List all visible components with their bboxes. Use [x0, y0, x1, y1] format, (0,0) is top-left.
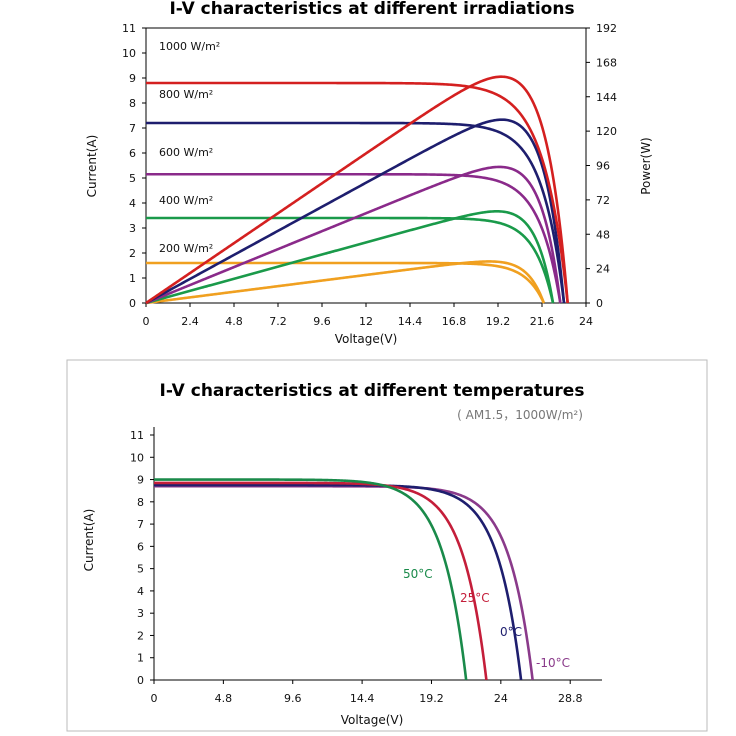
irradiation-iv-curve [146, 172, 562, 304]
irradiation-iv-curve [146, 216, 555, 304]
annotation-600: 600 W/m² [159, 146, 213, 159]
temperature-chart: I-V characteristics at different tempera… [66, 359, 708, 732]
irradiation-x-tick-label: 14.4 [398, 315, 423, 328]
irradiation-y2-tick-label: 0 [596, 297, 603, 310]
annotation-400: 400 W/m² [159, 194, 213, 207]
irradiation-y-tick-label: 10 [122, 47, 136, 60]
irradiation-y-tick-label: 1 [129, 272, 136, 285]
temperature-chart-title: I-V characteristics at different tempera… [160, 381, 585, 401]
irradiation-x-tick-label: 12 [359, 315, 373, 328]
irradiation-y-tick-label: 6 [129, 147, 136, 160]
irradiation-curves [145, 75, 569, 305]
irradiation-ticks: 0 2.4 4.8 7.2 9.6 12 14.4 16.8 19.2 21.6 240123456… [122, 22, 617, 328]
irradiation-power-curve [145, 210, 555, 305]
irradiation-y2-tick-label: 24 [596, 263, 610, 276]
temperature-y-tick-label: 1 [137, 652, 144, 665]
irradiation-x-axis-label: Voltage(V) [335, 332, 398, 346]
temperature-x-tick-label: 14.4 [350, 692, 375, 705]
irradiation-y-tick-label: 8 [129, 97, 136, 110]
irradiation-y2-tick-label: 48 [596, 228, 610, 241]
irradiation-y2-tick-label: 168 [596, 56, 617, 69]
irradiation-y-tick-label: 9 [129, 72, 136, 85]
label-minus10c: -10°C [536, 656, 570, 670]
temperature-iv-curve [153, 481, 488, 681]
irradiation-y-tick-label: 11 [122, 22, 136, 35]
temperature-panel-border [66, 359, 708, 732]
temperature-curves [153, 478, 534, 681]
irradiation-y2-tick-label: 144 [596, 91, 617, 104]
irradiation-y-tick-label: 3 [129, 222, 136, 235]
irradiation-iv-curve [146, 81, 569, 304]
irradiation-power-curve [145, 260, 546, 305]
irradiation-y2-tick-label: 96 [596, 160, 610, 173]
temperature-x-tick-label: 0 [151, 692, 158, 705]
irradiation-power-curve [145, 75, 569, 305]
temperature-y-tick-label: 9 [137, 474, 144, 487]
temperature-iv-curve [153, 478, 468, 681]
irradiation-x-tick-label: 24 [579, 315, 593, 328]
irradiation-x-tick-label: 16.8 [442, 315, 467, 328]
irradiation-y2-tick-label: 72 [596, 194, 610, 207]
temperature-y-tick-label: 11 [130, 429, 144, 442]
temperature-y-tick-label: 10 [130, 451, 144, 464]
irradiation-iv-curve [146, 121, 566, 304]
annotation-200: 200 W/m² [159, 242, 213, 255]
irradiation-y-tick-label: 2 [129, 247, 136, 260]
annotation-800: 800 W/m² [159, 88, 213, 101]
irradiation-y-tick-label: 4 [129, 197, 136, 210]
irradiation-x-tick-label: 21.6 [530, 315, 555, 328]
irradiation-y2-tick-label: 192 [596, 22, 617, 35]
temperature-y-tick-label: 5 [137, 563, 144, 576]
irradiation-y2-axis-label: Power(W) [639, 137, 653, 195]
temperature-y-tick-label: 7 [137, 518, 144, 531]
irradiation-y2-tick-label: 120 [596, 125, 617, 138]
irradiation-y-axis-label: Current(A) [85, 135, 99, 198]
temperature-x-tick-label: 19.2 [419, 692, 444, 705]
temperature-x-tick-label: 24 [494, 692, 508, 705]
irradiation-x-tick-label: 7.2 [269, 315, 287, 328]
temperature-y-tick-label: 2 [137, 629, 144, 642]
label-25c: 25°C [460, 591, 490, 605]
irradiation-iv-curve [146, 261, 546, 304]
temperature-ticks: 0 4.8 9.6 14.4 19.2 24 28.8 0 1 2 3 4 5 6 7 8 9 10 11 [130, 429, 582, 705]
irradiation-chart: I-V characteristics at different irradia… [85, 0, 653, 346]
temperature-iv-curve [153, 483, 523, 681]
irradiation-x-tick-label: 4.8 [225, 315, 243, 328]
temperature-y-tick-label: 6 [137, 540, 144, 553]
temperature-y-tick-label: 8 [137, 496, 144, 509]
irradiation-x-tick-label: 0 [143, 315, 150, 328]
temperature-y-tick-label: 4 [137, 585, 144, 598]
temperature-y-tick-label: 0 [137, 674, 144, 687]
irradiation-y-tick-label: 0 [129, 297, 136, 310]
temperature-chart-subtitle: ( AM1.5，1000W/m²) [457, 408, 583, 422]
temperature-x-tick-label: 9.6 [284, 692, 302, 705]
temperature-x-tick-label: 28.8 [558, 692, 583, 705]
annotation-1000: 1000 W/m² [159, 40, 220, 53]
temperature-y-tick-label: 3 [137, 607, 144, 620]
temperature-x-tick-label: 4.8 [215, 692, 233, 705]
irradiation-chart-title: I-V characteristics at different irradia… [169, 0, 574, 19]
label-50c: 50°C [403, 567, 433, 581]
irradiation-power-curve [145, 165, 562, 305]
label-0c: 0°C [500, 625, 522, 639]
irradiation-y-tick-label: 5 [129, 172, 136, 185]
temperature-x-axis-label: Voltage(V) [341, 713, 404, 727]
temperature-y-axis-label: Current(A) [82, 509, 96, 572]
irradiation-x-tick-label: 2.4 [181, 315, 199, 328]
irradiation-y-tick-label: 7 [129, 122, 136, 135]
irradiation-power-curve [145, 118, 566, 305]
irradiation-x-tick-label: 9.6 [313, 315, 331, 328]
irradiation-x-tick-label: 19.2 [486, 315, 511, 328]
